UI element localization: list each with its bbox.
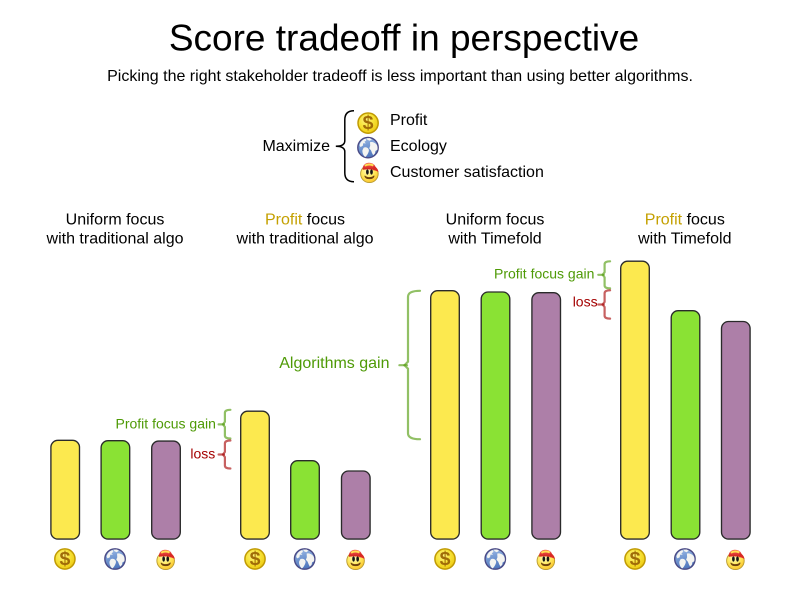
svg-text:Maximize: Maximize <box>262 138 330 155</box>
svg-text:Profit: Profit <box>390 112 428 129</box>
svg-text:with traditional algo: with traditional algo <box>46 231 184 248</box>
svg-text:with traditional algo: with traditional algo <box>236 231 374 248</box>
svg-text:Uniform focus: Uniform focus <box>446 212 545 229</box>
svg-text:Profit focus gain: Profit focus gain <box>494 266 594 282</box>
svg-text:Uniform focus: Uniform focus <box>66 212 165 229</box>
svg-text:with Timefold: with Timefold <box>447 231 541 248</box>
svg-text:Algorithms gain: Algorithms gain <box>279 355 389 372</box>
svg-text:Ecology: Ecology <box>390 138 447 155</box>
svg-text:Profit focus: Profit focus <box>265 212 345 229</box>
svg-text:loss: loss <box>573 293 598 309</box>
svg-text:Profit focus: Profit focus <box>645 212 725 229</box>
svg-text:Picking the right stakeholder: Picking the right stakeholder tradeoff i… <box>107 68 693 85</box>
svg-text:with Timefold: with Timefold <box>637 231 731 248</box>
svg-text:Score tradeoff in perspective: Score tradeoff in perspective <box>169 18 639 59</box>
svg-text:Customer satisfaction: Customer satisfaction <box>390 164 544 181</box>
svg-text:loss: loss <box>190 445 215 461</box>
svg-text:Profit focus gain: Profit focus gain <box>116 415 216 431</box>
